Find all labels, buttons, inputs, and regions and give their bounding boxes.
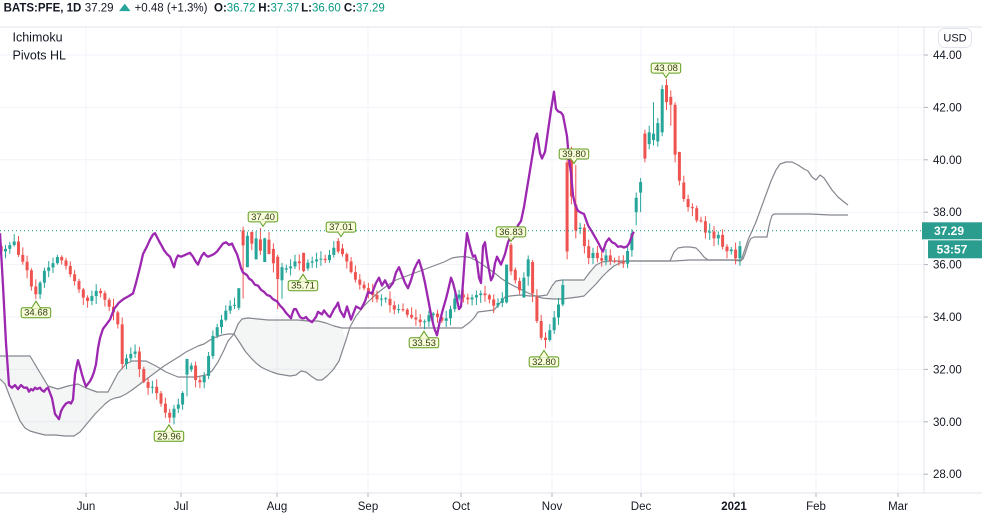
svg-text:Nov: Nov bbox=[542, 501, 563, 513]
svg-text:37.40: 37.40 bbox=[251, 212, 275, 223]
svg-text:34.00: 34.00 bbox=[933, 312, 962, 324]
svg-text:28.00: 28.00 bbox=[933, 469, 962, 481]
svg-text:Oct: Oct bbox=[452, 501, 471, 513]
svg-text:2021: 2021 bbox=[721, 501, 747, 513]
svg-text:Sep: Sep bbox=[358, 501, 378, 513]
svg-text:Ichimoku: Ichimoku bbox=[13, 31, 63, 45]
svg-text:42.00: 42.00 bbox=[933, 102, 962, 114]
svg-text:H:37.37: H:37.37 bbox=[258, 3, 299, 15]
svg-text:39.80: 39.80 bbox=[562, 149, 586, 160]
svg-text:+0.48 (+1.3%): +0.48 (+1.3%) bbox=[135, 3, 208, 15]
svg-text:32.80: 32.80 bbox=[532, 357, 556, 368]
svg-text:Mar: Mar bbox=[888, 501, 908, 513]
svg-text:Pivots HL: Pivots HL bbox=[13, 49, 67, 63]
svg-text:40.00: 40.00 bbox=[933, 155, 962, 167]
svg-text:33.53: 33.53 bbox=[412, 338, 436, 349]
svg-text:Feb: Feb bbox=[806, 501, 826, 513]
svg-text:BATS:PFE, 1D: BATS:PFE, 1D bbox=[4, 3, 82, 15]
svg-text:37.01: 37.01 bbox=[329, 222, 353, 233]
svg-text:36.83: 36.83 bbox=[499, 227, 523, 238]
svg-text:53:57: 53:57 bbox=[937, 242, 968, 256]
svg-text:38.00: 38.00 bbox=[933, 207, 962, 219]
svg-text:L:36.60: L:36.60 bbox=[301, 3, 341, 15]
svg-text:34.68: 34.68 bbox=[24, 308, 48, 319]
svg-text:Aug: Aug bbox=[267, 501, 287, 513]
svg-text:44.00: 44.00 bbox=[933, 50, 962, 62]
svg-text:43.08: 43.08 bbox=[654, 63, 678, 74]
svg-text:29.96: 29.96 bbox=[157, 431, 181, 442]
svg-text:30.00: 30.00 bbox=[933, 417, 962, 429]
svg-text:36.00: 36.00 bbox=[933, 260, 962, 272]
svg-text:37.29: 37.29 bbox=[85, 3, 114, 15]
svg-text:O:36.72: O:36.72 bbox=[214, 3, 256, 15]
svg-text:C:37.29: C:37.29 bbox=[344, 3, 385, 15]
svg-text:32.00: 32.00 bbox=[933, 364, 962, 376]
svg-text:Jun: Jun bbox=[77, 501, 96, 513]
svg-text:35.71: 35.71 bbox=[291, 281, 315, 292]
svg-text:37.29: 37.29 bbox=[934, 224, 964, 238]
svg-text:Dec: Dec bbox=[631, 501, 652, 513]
svg-text:Jul: Jul bbox=[174, 501, 189, 513]
svg-text:USD: USD bbox=[943, 33, 966, 45]
